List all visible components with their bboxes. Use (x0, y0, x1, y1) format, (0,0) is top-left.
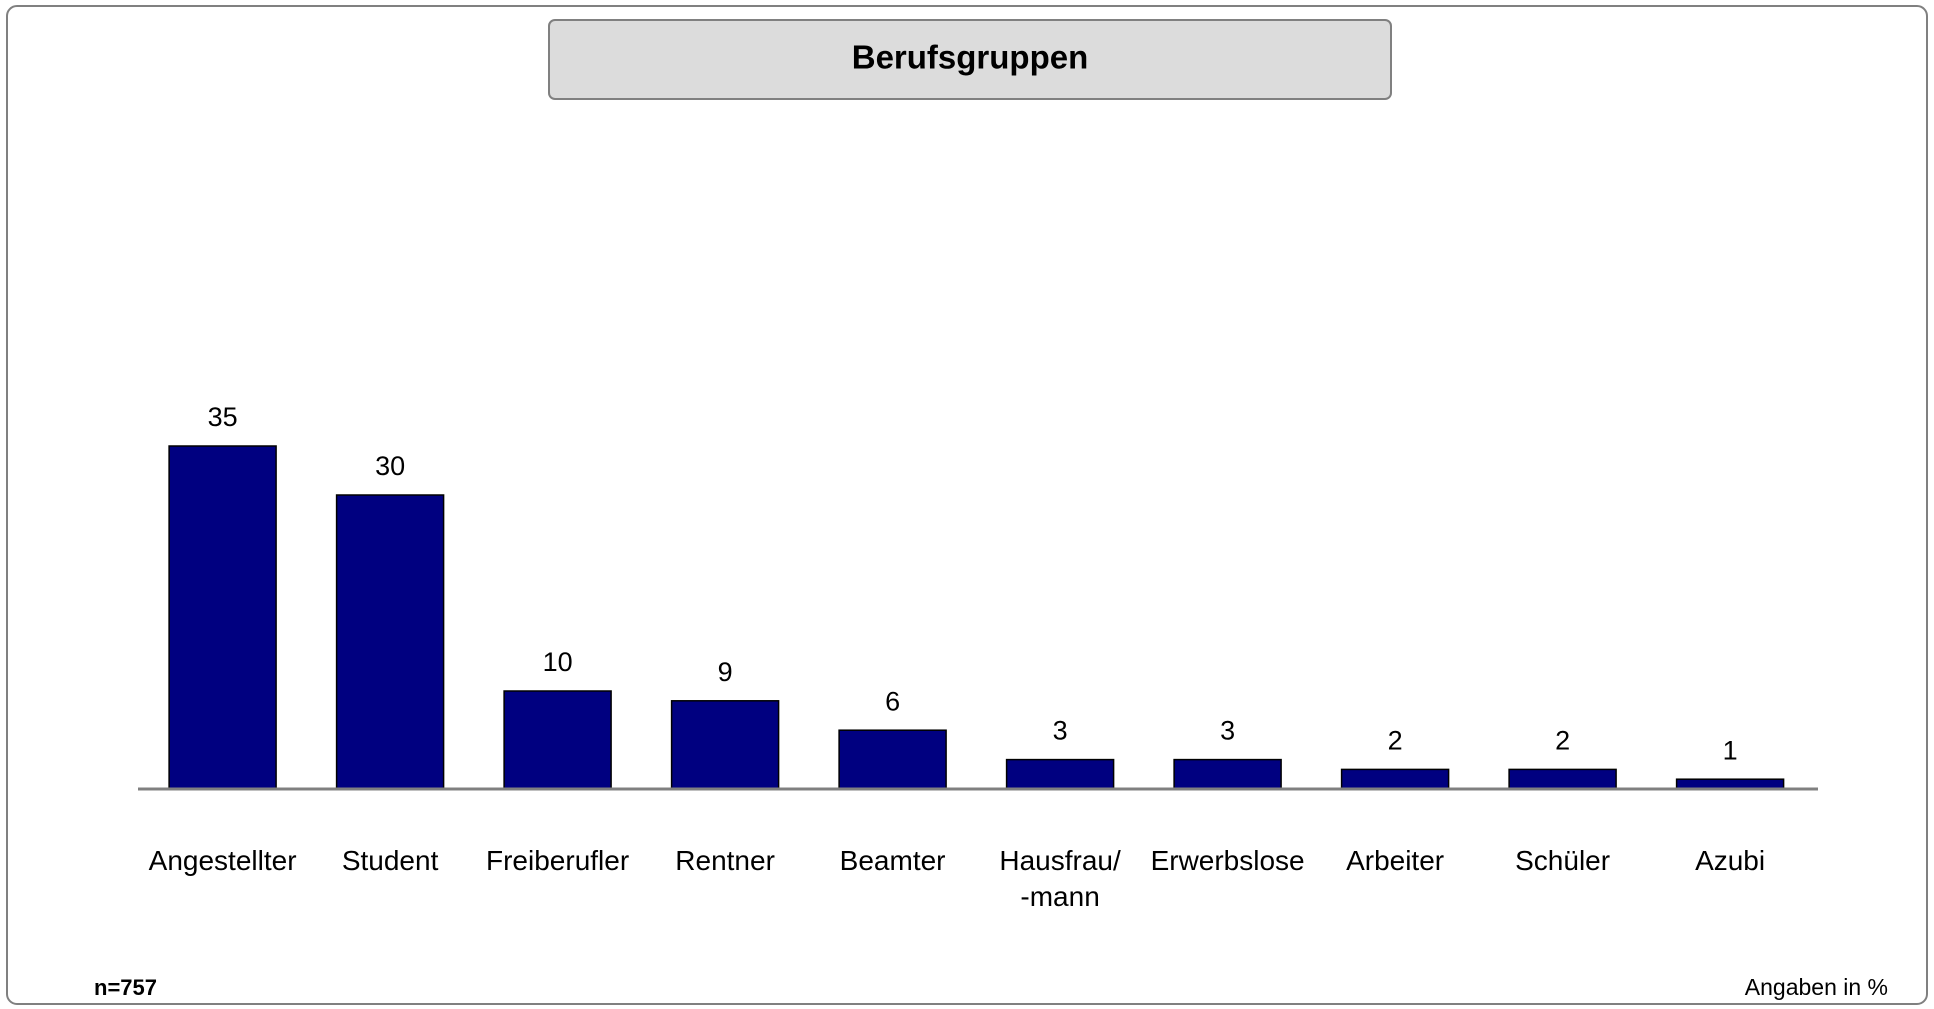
x-tick-label: Freiberufler (486, 845, 630, 876)
value-label: 10 (543, 647, 573, 677)
x-tick-label: Student (341, 845, 439, 876)
bar (335, 494, 445, 790)
title-box (548, 19, 1392, 100)
unit-note: Angaben in % (1745, 974, 1888, 1000)
bar (1173, 758, 1282, 790)
x-tick-label: Arbeiter (1346, 845, 1445, 876)
x-tick-label: Schüler (1515, 845, 1611, 876)
chart-title: Berufsgruppen (852, 39, 1089, 76)
value-label: 35 (208, 402, 238, 432)
bar (1005, 758, 1115, 790)
bar (1340, 768, 1450, 790)
value-label: 30 (375, 451, 405, 481)
value-label: 3 (1220, 716, 1235, 746)
bar (1508, 768, 1617, 790)
bar (838, 729, 947, 790)
bar (670, 700, 780, 790)
bar (503, 690, 612, 790)
x-tick-label: Beamter (839, 845, 946, 876)
value-label: 3 (1053, 716, 1068, 746)
value-label: 2 (1388, 726, 1403, 756)
value-label: 2 (1555, 726, 1570, 756)
value-label: 9 (718, 657, 733, 687)
value-label: 6 (885, 686, 900, 716)
footnote: n=757 (94, 975, 157, 1000)
x-tick-label: Rentner (675, 845, 775, 876)
x-tick-label: Angestellter (148, 845, 297, 876)
value-label: 1 (1723, 735, 1738, 765)
x-tick-label: Hausfrau/ -mann (999, 845, 1121, 912)
frame (6, 5, 1928, 1005)
x-tick-label: Azubi (1695, 845, 1766, 876)
x-tick-label: Erwerbslose (1150, 845, 1305, 876)
bar (168, 445, 277, 790)
